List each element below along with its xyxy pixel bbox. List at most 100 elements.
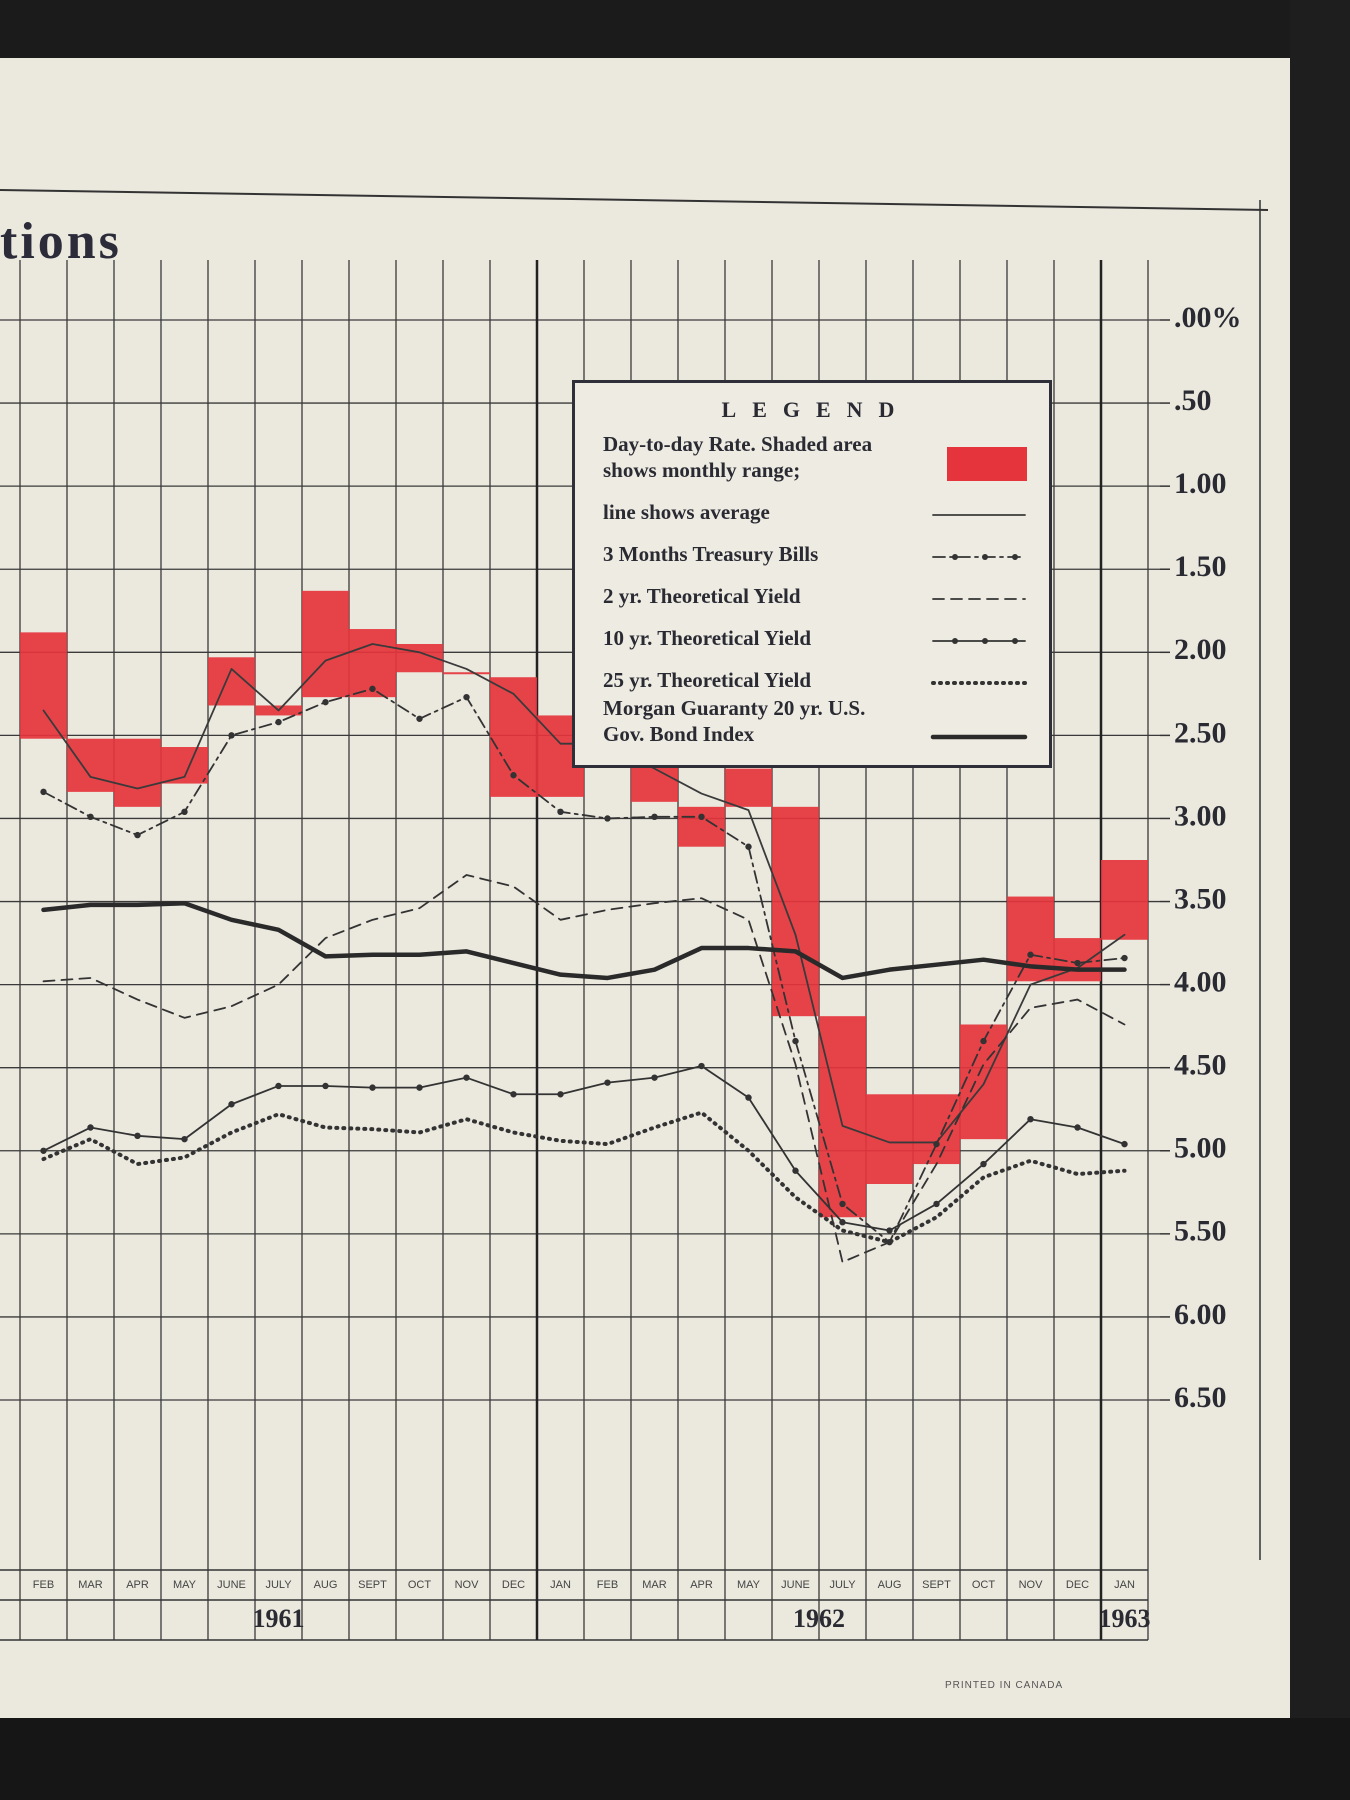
range-bar (819, 1016, 866, 1218)
series-marker (369, 685, 376, 693)
range-bar (67, 738, 114, 792)
series-marker (604, 815, 611, 822)
legend-label: line shows average (603, 500, 770, 524)
x-tick-label: MAY (173, 1579, 197, 1591)
series-marker (87, 813, 94, 820)
series-marker (1027, 951, 1034, 958)
range-bar (490, 677, 537, 797)
legend-label: 3 Months Treasury Bills (603, 542, 819, 566)
x-tick-label: MAR (642, 1579, 667, 1591)
x-tick-label: NOV (455, 1579, 480, 1591)
y-tick-label: 2.00 (1174, 633, 1227, 666)
y-tick-label: 1.50 (1174, 550, 1227, 583)
series-marker (1121, 954, 1128, 962)
series-marker (416, 1084, 423, 1091)
x-tick-label: OCT (972, 1579, 996, 1591)
x-tick-label: JAN (1114, 1579, 1135, 1591)
x-tick-label: DEC (502, 1579, 525, 1591)
chart-title: tions (0, 213, 122, 270)
frame (1290, 0, 1350, 1800)
series-marker (40, 1147, 47, 1154)
series-marker (980, 1160, 987, 1168)
series-marker (463, 693, 470, 701)
legend-swatch-marker (982, 554, 988, 560)
legend-swatch-marker (952, 638, 958, 644)
x-tick-label: NOV (1019, 1579, 1044, 1591)
x-tick-label: JUNE (217, 1579, 246, 1591)
x-tick-label: JAN (550, 1579, 571, 1591)
range-bar (725, 768, 772, 807)
series-line (42, 1065, 1126, 1232)
series-marker (792, 1167, 799, 1174)
series-marker (416, 715, 423, 722)
legend-swatch (932, 554, 1026, 560)
range-bar (631, 763, 678, 802)
series-line (42, 874, 1126, 1263)
legend-label: 2 yr. Theoretical Yield (603, 584, 801, 608)
y-tick-label: .00% (1174, 301, 1242, 334)
legend-entry: line shows average (603, 485, 1029, 525)
range-bar (114, 738, 161, 807)
series-line (42, 687, 1126, 1244)
y-tick-label: .50 (1174, 384, 1212, 417)
series-marker (792, 1037, 799, 1045)
series-marker (651, 1074, 658, 1081)
year-label: 1963 (1099, 1604, 1151, 1633)
series-marker (698, 813, 705, 820)
range-bar (772, 806, 819, 1017)
series-line (41, 900, 1127, 981)
x-tick-label: JULY (265, 1579, 292, 1591)
series-marker (557, 1091, 564, 1098)
y-tick-label: 5.50 (1174, 1215, 1227, 1248)
series-marker (322, 698, 329, 706)
series-marker (87, 1124, 94, 1131)
legend-swatch (932, 638, 1026, 644)
range-bar (20, 632, 67, 739)
series-marker (745, 843, 752, 850)
x-tick-label: AUG (878, 1579, 902, 1591)
x-tick-label: FEB (33, 1579, 54, 1591)
series-marker (886, 1227, 893, 1234)
series-marker (181, 1135, 188, 1143)
legend-swatch-marker (982, 638, 988, 644)
legend-label: Day-to-day Rate. Shaded area shows month… (603, 432, 873, 482)
series-marker (134, 1132, 141, 1140)
legend-swatch-fill (947, 447, 1027, 481)
series-marker (322, 1082, 329, 1090)
series-marker (1027, 1116, 1034, 1123)
series-marker (463, 1074, 470, 1081)
range-bar (866, 1094, 913, 1184)
y-tick-label: 1.00 (1174, 467, 1227, 500)
x-tick-label: OCT (408, 1579, 432, 1591)
legend-entry: 25 yr. Theoretical Yield (603, 653, 1029, 693)
series-marker (275, 1082, 282, 1090)
y-tick-label: 3.50 (1174, 882, 1227, 915)
series-marker (134, 831, 141, 839)
legend-label: 25 yr. Theoretical Yield (603, 668, 812, 692)
x-tick-label: APR (690, 1579, 713, 1591)
series-marker (228, 732, 235, 739)
year-label: 1962 (793, 1604, 845, 1633)
range-bar (208, 657, 255, 706)
series-marker (933, 1140, 940, 1148)
range-bar (678, 806, 725, 847)
printed-note: PRINTED IN CANADA (945, 1680, 1063, 1691)
series-marker (510, 772, 517, 779)
top-rule (0, 189, 1269, 211)
legend-title: LEGEND (721, 397, 911, 422)
series-marker (698, 1062, 705, 1070)
paper (0, 58, 1290, 1718)
y-tick-label: 3.00 (1174, 799, 1227, 832)
x-tick-label: AUG (314, 1579, 338, 1591)
range-bar (913, 1094, 960, 1165)
legend-entry: 10 yr. Theoretical Yield (603, 611, 1029, 651)
x-tick-label: JUNE (781, 1579, 810, 1591)
series-marker (40, 788, 47, 796)
legend-swatch (932, 598, 1026, 600)
legend-swatch-marker (1012, 638, 1018, 644)
x-tick-label: APR (126, 1579, 149, 1591)
series-marker (604, 1079, 611, 1086)
x-tick-label: SEPT (922, 1579, 951, 1591)
